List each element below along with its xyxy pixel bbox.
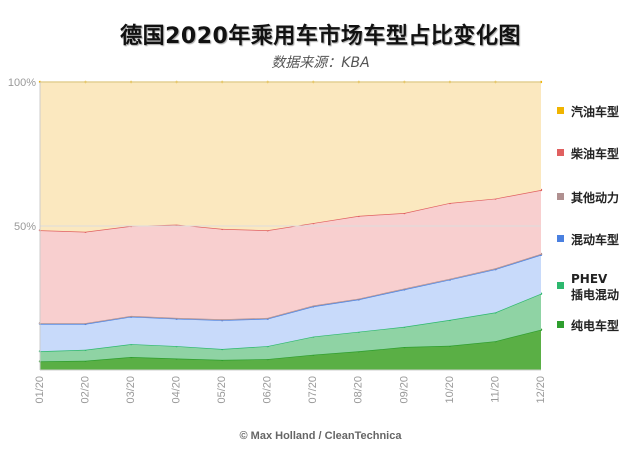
x-tick-label: 01/20	[34, 376, 46, 404]
y-tick-label: 50%	[14, 221, 36, 233]
x-axis: 01/20 02/20 03/20 04/20 05/20 06/20 07/20 08/20…	[34, 376, 547, 404]
legend-item-纯电车型: 纯电车型	[557, 318, 619, 333]
legend-item-其他动力: 其他动力	[557, 190, 619, 205]
area-纯电车型	[40, 329, 541, 370]
legend-label: 纯电车型	[571, 318, 619, 333]
area-PHEV-插电混动	[40, 293, 541, 362]
legend-swatch	[557, 107, 564, 114]
area-layers	[38, 80, 543, 370]
legend-label: 汽油车型	[571, 104, 619, 119]
legend-item-柴油车型: 柴油车型	[557, 146, 619, 161]
x-tick-label: 06/20	[262, 376, 274, 404]
chart-credit: © Max Holland / CleanTechnica	[239, 430, 402, 442]
y-tick-label: 100%	[8, 77, 36, 89]
x-tick-label: 07/20	[307, 376, 319, 404]
x-tick-label: 05/20	[216, 376, 228, 404]
x-tick-label: 10/20	[444, 376, 456, 404]
legend-swatch	[557, 282, 564, 289]
area-柴油车型	[40, 190, 541, 324]
legend-label: 插电混动	[571, 287, 619, 302]
x-tick-label: 08/20	[353, 376, 365, 404]
legend-swatch	[557, 193, 564, 200]
area-混动车型	[40, 254, 541, 352]
legend-item-混动车型: 混动车型	[557, 232, 619, 247]
x-tick-label: 12/20	[535, 376, 547, 404]
legend-label: 混动车型	[571, 232, 619, 247]
legend-item-汽油车型: 汽油车型	[557, 104, 619, 119]
line-其他动力	[40, 253, 542, 324]
legend-swatch	[557, 235, 564, 242]
chart-title: 德国2020年乘用车市场车型占比变化图	[120, 24, 521, 49]
legend-label: 柴油车型	[570, 146, 619, 161]
legend-label: PHEV	[571, 272, 608, 286]
x-tick-label: 11/20	[489, 376, 501, 403]
x-tick-label: 04/20	[171, 376, 183, 404]
legend-swatch	[557, 321, 564, 328]
y-axis: 50% 100%	[8, 77, 36, 233]
x-tick-label: 03/20	[125, 376, 137, 404]
gridlines	[39, 81, 541, 371]
area-汽油车型	[40, 82, 541, 232]
x-tick-label: 02/20	[79, 376, 91, 404]
chart-subtitle: 数据来源：KBA	[271, 55, 370, 71]
legend-swatch	[557, 149, 564, 156]
legend-label: 其他动力	[571, 190, 619, 205]
x-tick-label: 09/20	[398, 376, 410, 404]
